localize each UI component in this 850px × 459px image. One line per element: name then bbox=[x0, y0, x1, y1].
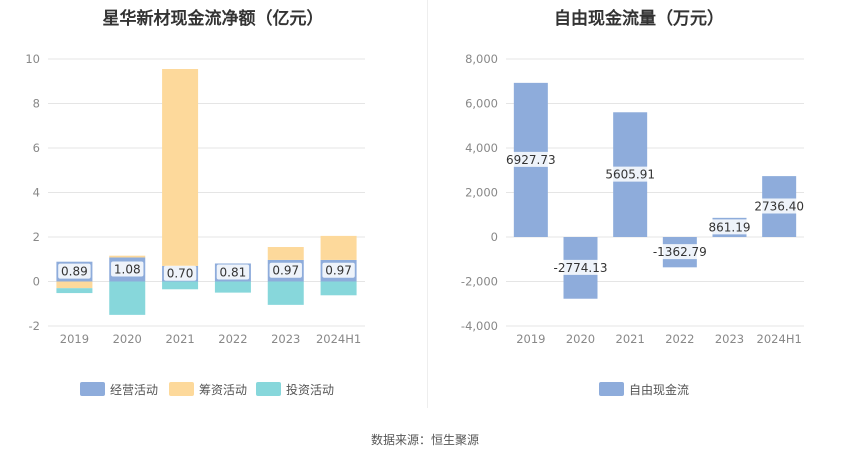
y-tick-label: 4 bbox=[33, 186, 40, 200]
data-label-bg bbox=[706, 219, 753, 235]
data-label-bg bbox=[503, 151, 558, 167]
data-label: 0.81 bbox=[220, 265, 247, 279]
data-source: 数据来源：恒生聚源 bbox=[370, 433, 479, 447]
data-label-bg bbox=[550, 259, 611, 275]
x-tick-label: 2023 bbox=[715, 332, 744, 346]
bar-筹资活动 bbox=[162, 69, 199, 266]
y-tick-label: 6,000 bbox=[465, 97, 498, 111]
y-tick-label: 4,000 bbox=[465, 141, 498, 155]
x-tick-label: 2024H1 bbox=[316, 332, 361, 346]
x-tick-label: 2024H1 bbox=[757, 332, 802, 346]
bar-投资活动 bbox=[214, 281, 251, 293]
y-tick-label: -2 bbox=[29, 319, 40, 333]
bar-投资活动 bbox=[109, 281, 146, 315]
data-label: 2736.40 bbox=[754, 200, 804, 214]
right-chart-title: 自由现金流量（万元） bbox=[554, 9, 724, 29]
data-label-bg bbox=[322, 262, 355, 278]
x-tick-label: 2019 bbox=[516, 332, 545, 346]
x-tick-label: 2020 bbox=[113, 332, 142, 346]
y-tick-label: 0 bbox=[33, 275, 40, 289]
data-label-bg bbox=[111, 261, 144, 277]
legend-swatch bbox=[80, 382, 105, 396]
bar-筹资活动 bbox=[56, 281, 93, 289]
y-tick-label: 2 bbox=[33, 230, 40, 244]
data-label: 0.89 bbox=[61, 265, 88, 279]
data-label-bg bbox=[269, 262, 302, 278]
bar-投资活动 bbox=[162, 281, 199, 290]
data-label: -1362.79 bbox=[653, 245, 707, 259]
data-label: -2774.13 bbox=[554, 261, 608, 275]
bar-投资活动 bbox=[56, 288, 93, 294]
legend-label: 筹资活动 bbox=[199, 383, 247, 397]
bar-筹资活动 bbox=[109, 255, 146, 258]
x-tick-label: 2021 bbox=[616, 332, 645, 346]
y-tick-label: 0 bbox=[491, 230, 498, 244]
x-tick-label: 2021 bbox=[165, 332, 194, 346]
y-tick-label: 8 bbox=[33, 97, 40, 111]
data-label: 1.08 bbox=[114, 262, 141, 276]
data-label-bg bbox=[649, 244, 711, 260]
legend-label: 投资活动 bbox=[286, 382, 334, 397]
y-tick-label: 6 bbox=[33, 141, 40, 155]
x-tick-label: 2022 bbox=[665, 332, 694, 346]
data-label-bg bbox=[163, 265, 197, 281]
x-tick-label: 2019 bbox=[60, 332, 89, 346]
x-tick-label: 2023 bbox=[271, 332, 300, 346]
bar-投资活动 bbox=[320, 281, 357, 296]
y-tick-label: 8,000 bbox=[465, 52, 498, 66]
legend-label: 自由现金流 bbox=[629, 382, 689, 397]
data-label: 6927.73 bbox=[506, 153, 556, 167]
data-label-bg bbox=[216, 264, 250, 280]
y-tick-label: 10 bbox=[25, 52, 40, 66]
y-tick-label: 2,000 bbox=[465, 186, 498, 200]
bar-筹资活动 bbox=[267, 247, 304, 260]
x-tick-label: 2022 bbox=[218, 332, 247, 346]
data-label-bg bbox=[603, 166, 658, 182]
data-label: 0.97 bbox=[272, 264, 299, 278]
chart-divider bbox=[427, 0, 428, 408]
data-label: 0.70 bbox=[167, 267, 194, 281]
x-tick-label: 2020 bbox=[566, 332, 595, 346]
data-label: 5605.91 bbox=[605, 168, 655, 182]
left-chart-title: 星华新材现金流净额（亿元） bbox=[102, 9, 324, 29]
bar-筹资活动 bbox=[320, 235, 357, 260]
legend-swatch bbox=[599, 382, 624, 396]
data-label-bg bbox=[58, 263, 91, 279]
legend-swatch bbox=[169, 382, 194, 396]
data-label: 0.97 bbox=[325, 264, 352, 278]
legend-label: 经营活动 bbox=[110, 383, 158, 397]
legend-swatch bbox=[256, 382, 281, 396]
bar-投资活动 bbox=[267, 281, 304, 305]
data-label: 861.19 bbox=[709, 220, 751, 234]
y-tick-label: -4,000 bbox=[461, 319, 498, 333]
y-tick-label: -2,000 bbox=[461, 275, 498, 289]
data-label-bg bbox=[752, 198, 807, 214]
